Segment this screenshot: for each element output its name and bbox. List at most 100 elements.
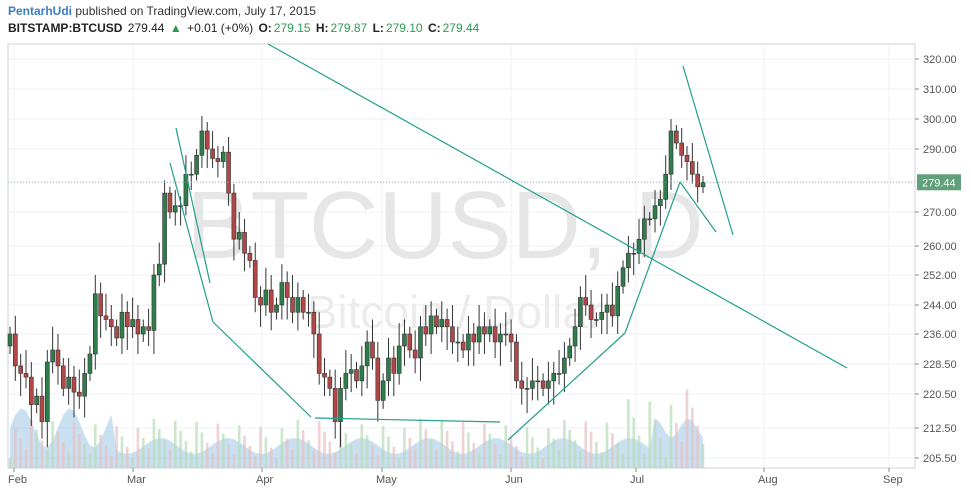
volume-bar [653,420,657,468]
volume-bar [93,424,97,468]
candle-body [71,376,77,393]
candle-body [647,218,652,221]
change-up-icon: ▲ [169,21,182,35]
candle-body [359,365,365,382]
candle-body [29,376,34,405]
volume-bar [365,434,369,468]
candle-body [23,373,29,378]
candle-body [215,158,221,162]
candle-body [492,326,498,343]
high-label: H: [315,21,329,35]
candle-body [626,252,631,269]
candle-body [66,376,71,389]
y-axis-tick-label: 270.00 [923,207,957,219]
volume-bar [189,451,193,468]
volume-bar [424,429,428,468]
volume-bar [477,453,481,468]
volume-bar [536,447,540,468]
volume-bar [35,430,38,468]
volume-bar [163,439,166,468]
candle-body [594,319,599,321]
x-axis-tick-label: Apr [256,474,273,486]
volume-bar [211,453,214,468]
volume-bar [323,431,326,468]
volume-bar [531,437,534,468]
volume-bar [99,434,102,468]
y-axis-tick-label: 228.50 [923,359,957,371]
publish-line: PentarhUdi published on TradingView.com,… [8,4,316,18]
candle-body [178,205,183,207]
candle-body [199,130,205,156]
volume-bar [685,389,689,468]
candle-body [284,282,290,298]
symbol-name[interactable]: BITSTAMP:BTCUSD [8,21,123,35]
volume-bar [664,456,667,468]
candle-body [188,173,194,176]
y-axis-tick-label: 205.50 [923,453,957,465]
candle-body [658,199,663,206]
candle-body [306,311,311,314]
volume-bar [691,407,694,468]
volume-bar [67,452,70,468]
x-axis-tick-label: Jun [505,474,523,486]
watermark-symbol: BTCUSD, D [186,172,703,279]
candle-body [45,361,50,422]
candle-body [588,304,594,320]
candle-body [119,311,125,339]
volume-bar [456,451,460,468]
candle-body [7,333,13,347]
candle-body [615,285,621,317]
volume-bar [157,429,161,468]
trendline [624,181,681,334]
x-axis-tick-label: Sep [883,474,903,486]
candle-body [338,388,343,422]
candle-body [546,380,551,389]
volume-bar [643,453,646,468]
candle-body [242,232,247,254]
open-label: O: [258,21,272,35]
current-price-tag [917,174,961,191]
volume-bar [200,432,204,468]
x-axis-tick-label: May [376,474,397,486]
author-link[interactable]: PentarhUdi [8,4,73,18]
volume-bar [312,450,316,468]
volume-bar [680,441,683,468]
candle-body [87,353,93,374]
candle-body [471,333,477,343]
volume-bar [579,450,582,468]
candle-body [466,333,471,351]
candle-body [247,252,253,261]
candle-body [514,341,519,382]
candle-body [450,326,455,343]
candle-body [487,326,493,335]
volume-bar [237,425,241,468]
candle-body [380,380,386,401]
candle-body [556,373,562,375]
candle-body [524,388,530,390]
volume-bar [275,458,278,468]
candle-body [519,380,525,389]
volume-bar [467,432,470,468]
volume-bar [616,443,620,468]
volume-bar [62,442,65,468]
low-value: 279.10 [385,21,423,35]
volume-bar [56,431,60,468]
high-value: 279.87 [330,21,368,35]
candle-body [348,369,354,374]
volume-bar [264,437,268,468]
volume-bar [269,447,273,468]
candle-body [695,173,700,188]
trendline [169,162,214,323]
volume-bar [168,450,172,468]
candle-body [684,155,690,162]
candle-body [460,341,466,351]
candle-body [551,373,557,382]
volume-bar [440,420,444,468]
publish-text: published on TradingView.com, July 17, 2… [75,4,316,18]
candle-body [631,252,637,255]
volume-bar [24,449,28,468]
candle-body [39,395,45,422]
candle-body [402,333,407,347]
y-axis-tick-label: 236.00 [923,329,957,341]
